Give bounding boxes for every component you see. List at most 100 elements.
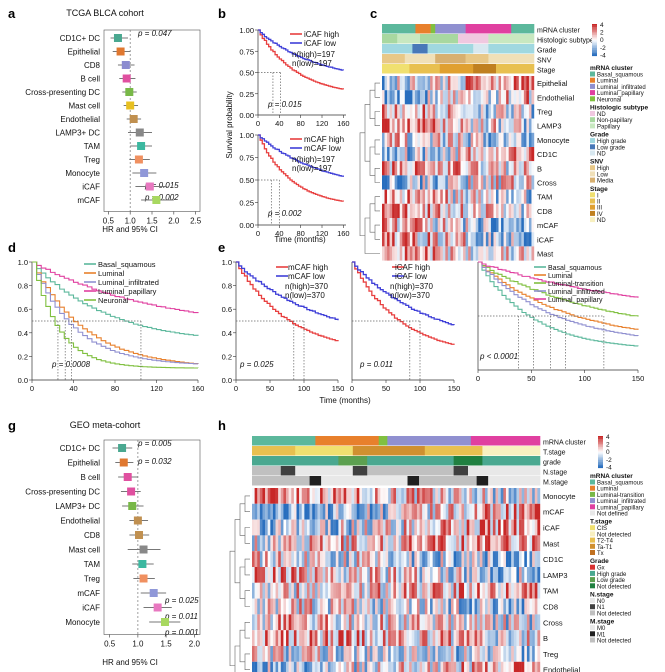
heatmap-cell <box>521 646 525 662</box>
heatmap-cell <box>498 90 502 105</box>
heatmap-cell <box>402 76 405 91</box>
heatmap-cell <box>445 161 449 176</box>
heatmap-cell <box>420 90 423 105</box>
heatmap-cell <box>463 232 466 247</box>
heatmap-cell <box>392 175 395 190</box>
heatmap-cell <box>384 147 388 162</box>
heatmap-cell <box>346 488 350 504</box>
heatmap-cell <box>452 104 456 119</box>
heatmap-cell <box>508 614 512 631</box>
heatmap-cell <box>432 90 436 105</box>
heatmap-cell <box>487 582 491 599</box>
heatmap-cell <box>283 661 287 672</box>
heatmap-cell <box>425 132 428 147</box>
heatmap-cell <box>341 582 344 599</box>
heatmap-cell <box>480 147 484 162</box>
heatmap-cell <box>529 582 533 599</box>
heatmap-cell <box>343 535 347 552</box>
km-y-tick-label: 0.4 <box>18 329 28 338</box>
heatmap-cell <box>485 614 488 631</box>
heatmap-cell <box>399 147 403 162</box>
panel-b-xlabel: Time (months) <box>274 235 326 244</box>
heatmap-cell <box>320 551 323 567</box>
heatmap-cell <box>455 246 459 261</box>
heatmap-cell <box>407 189 411 204</box>
heatmap-cell <box>498 76 502 91</box>
heatmap-dendrogram <box>374 168 380 183</box>
heatmap-cell <box>521 582 525 599</box>
heatmap-cell <box>396 598 399 615</box>
heatmap-cell <box>267 582 271 599</box>
heatmap-cell <box>296 519 300 536</box>
heatmap-cell <box>389 203 393 218</box>
heatmap-cell <box>252 535 255 552</box>
heatmap-cell <box>478 203 481 218</box>
heatmap-annotation-cell <box>321 476 408 486</box>
heatmap-cell <box>442 132 446 147</box>
heatmap-cell <box>369 503 373 520</box>
heatmap-cell <box>327 582 331 599</box>
heatmap-cell <box>335 614 339 631</box>
heatmap-cell <box>312 567 316 583</box>
heatmap-cell <box>369 614 373 631</box>
heatmap-cell <box>409 246 413 261</box>
heatmap-legend-swatch <box>590 96 595 102</box>
heatmap-cell <box>322 582 326 599</box>
heatmap-cell <box>461 519 465 536</box>
heatmap-cell <box>537 614 541 631</box>
heatmap-cell <box>473 76 476 91</box>
heatmap-cell <box>482 661 486 672</box>
heatmap-cell <box>414 661 418 672</box>
heatmap-cell <box>278 646 281 662</box>
heatmap-cell <box>412 246 416 261</box>
heatmap-cell <box>448 519 452 536</box>
km-curve-high <box>258 134 344 202</box>
heatmap-cell <box>490 232 494 247</box>
heatmap-cell <box>404 118 408 133</box>
heatmap-cell <box>513 246 517 261</box>
heatmap-annotation-cell <box>378 436 388 446</box>
heatmap-cell <box>493 132 497 147</box>
heatmap-cell <box>420 118 423 133</box>
heatmap-cell <box>435 76 438 91</box>
heatmap-cell <box>390 551 394 567</box>
heatmap-cell <box>450 118 454 133</box>
heatmap-cell <box>335 661 339 672</box>
heatmap-cell <box>440 246 443 261</box>
heatmap-cell <box>511 218 514 233</box>
panel-letter-b: b <box>218 6 226 21</box>
heatmap-cell <box>293 614 297 631</box>
heatmap-cell <box>389 161 393 176</box>
heatmap-cell <box>286 519 289 536</box>
heatmap-cell <box>495 598 499 615</box>
heatmap-cell <box>468 132 471 147</box>
heatmap-cell <box>419 614 423 631</box>
heatmap-cell <box>359 598 363 615</box>
forest-point <box>128 502 137 510</box>
heatmap-cell <box>466 567 470 583</box>
heatmap-cell <box>534 614 538 631</box>
heatmap-legend-swatch <box>590 171 595 177</box>
heatmap-cell <box>392 90 395 105</box>
heatmap-cell <box>465 218 469 233</box>
heatmap-cell <box>382 646 386 662</box>
heatmap-cell <box>412 132 416 147</box>
heatmap-legend-item: Luminal <box>597 79 618 85</box>
heatmap-cell <box>291 661 295 672</box>
heatmap-cell <box>278 598 281 615</box>
heatmap-cell <box>325 488 329 504</box>
heatmap-cell <box>403 551 407 567</box>
heatmap-cell <box>291 488 295 504</box>
heatmap-cell <box>480 118 484 133</box>
heatmap-cell <box>495 503 499 520</box>
heatmap-cell <box>435 175 438 190</box>
heatmap-cell <box>442 90 446 105</box>
heatmap-cell <box>427 503 431 520</box>
heatmap-cell <box>501 90 504 105</box>
heatmap-cell <box>466 551 470 567</box>
heatmap-cell <box>364 598 368 615</box>
heatmap-cell <box>443 646 446 662</box>
panel-d-p: p = 0.0008 <box>51 360 91 369</box>
heatmap-cell <box>404 203 408 218</box>
forest-tick-label: 2.0 <box>168 217 180 226</box>
